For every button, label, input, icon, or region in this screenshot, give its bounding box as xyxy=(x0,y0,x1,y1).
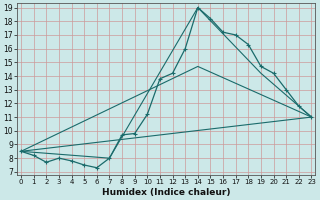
X-axis label: Humidex (Indice chaleur): Humidex (Indice chaleur) xyxy=(102,188,230,197)
